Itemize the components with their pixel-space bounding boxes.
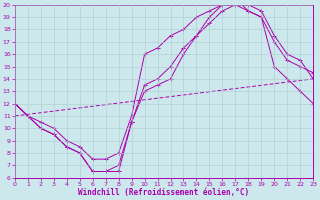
X-axis label: Windchill (Refroidissement éolien,°C): Windchill (Refroidissement éolien,°C) — [78, 188, 250, 197]
